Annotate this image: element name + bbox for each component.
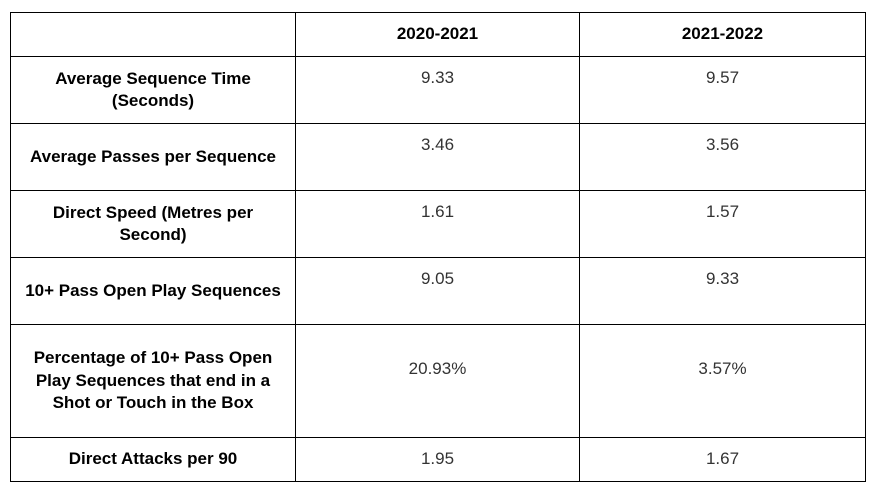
column-header: 2021-2022 <box>579 12 866 57</box>
cell-value: 3.57% <box>579 324 866 438</box>
corner-cell <box>10 12 296 57</box>
stats-table: 2020-2021 2021-2022 Average Sequence Time… <box>10 12 866 482</box>
table-row: Average Passes per Sequence 3.46 3.56 <box>10 123 866 191</box>
table-row: 10+ Pass Open Play Sequences 9.05 9.33 <box>10 257 866 325</box>
header-row: 2020-2021 2021-2022 <box>10 12 866 57</box>
cell-value: 3.46 <box>295 123 580 191</box>
cell-value: 1.67 <box>579 437 866 482</box>
table-row: Percentage of 10+ Pass Open Play Sequenc… <box>10 324 866 438</box>
table-row: Direct Attacks per 90 1.95 1.67 <box>10 437 866 482</box>
cell-value: 9.57 <box>579 56 866 124</box>
cell-value: 1.95 <box>295 437 580 482</box>
table-row: Average Sequence Time (Seconds) 9.33 9.57 <box>10 56 866 124</box>
table-row: Direct Speed (Metres per Second) 1.61 1.57 <box>10 190 866 258</box>
cell-value: 9.33 <box>295 56 580 124</box>
row-label: Average Sequence Time (Seconds) <box>10 56 296 124</box>
cell-value: 9.33 <box>579 257 866 325</box>
table-body: Average Sequence Time (Seconds) 9.33 9.57 A… <box>10 56 866 482</box>
row-label: Direct Speed (Metres per Second) <box>10 190 296 258</box>
cell-value: 9.05 <box>295 257 580 325</box>
row-label: 10+ Pass Open Play Sequences <box>10 257 296 325</box>
row-label: Direct Attacks per 90 <box>10 437 296 482</box>
row-label: Average Passes per Sequence <box>10 123 296 191</box>
column-header: 2020-2021 <box>295 12 580 57</box>
row-label: Percentage of 10+ Pass Open Play Sequenc… <box>10 324 296 438</box>
cell-value: 1.57 <box>579 190 866 258</box>
cell-value: 20.93% <box>295 324 580 438</box>
cell-value: 1.61 <box>295 190 580 258</box>
cell-value: 3.56 <box>579 123 866 191</box>
